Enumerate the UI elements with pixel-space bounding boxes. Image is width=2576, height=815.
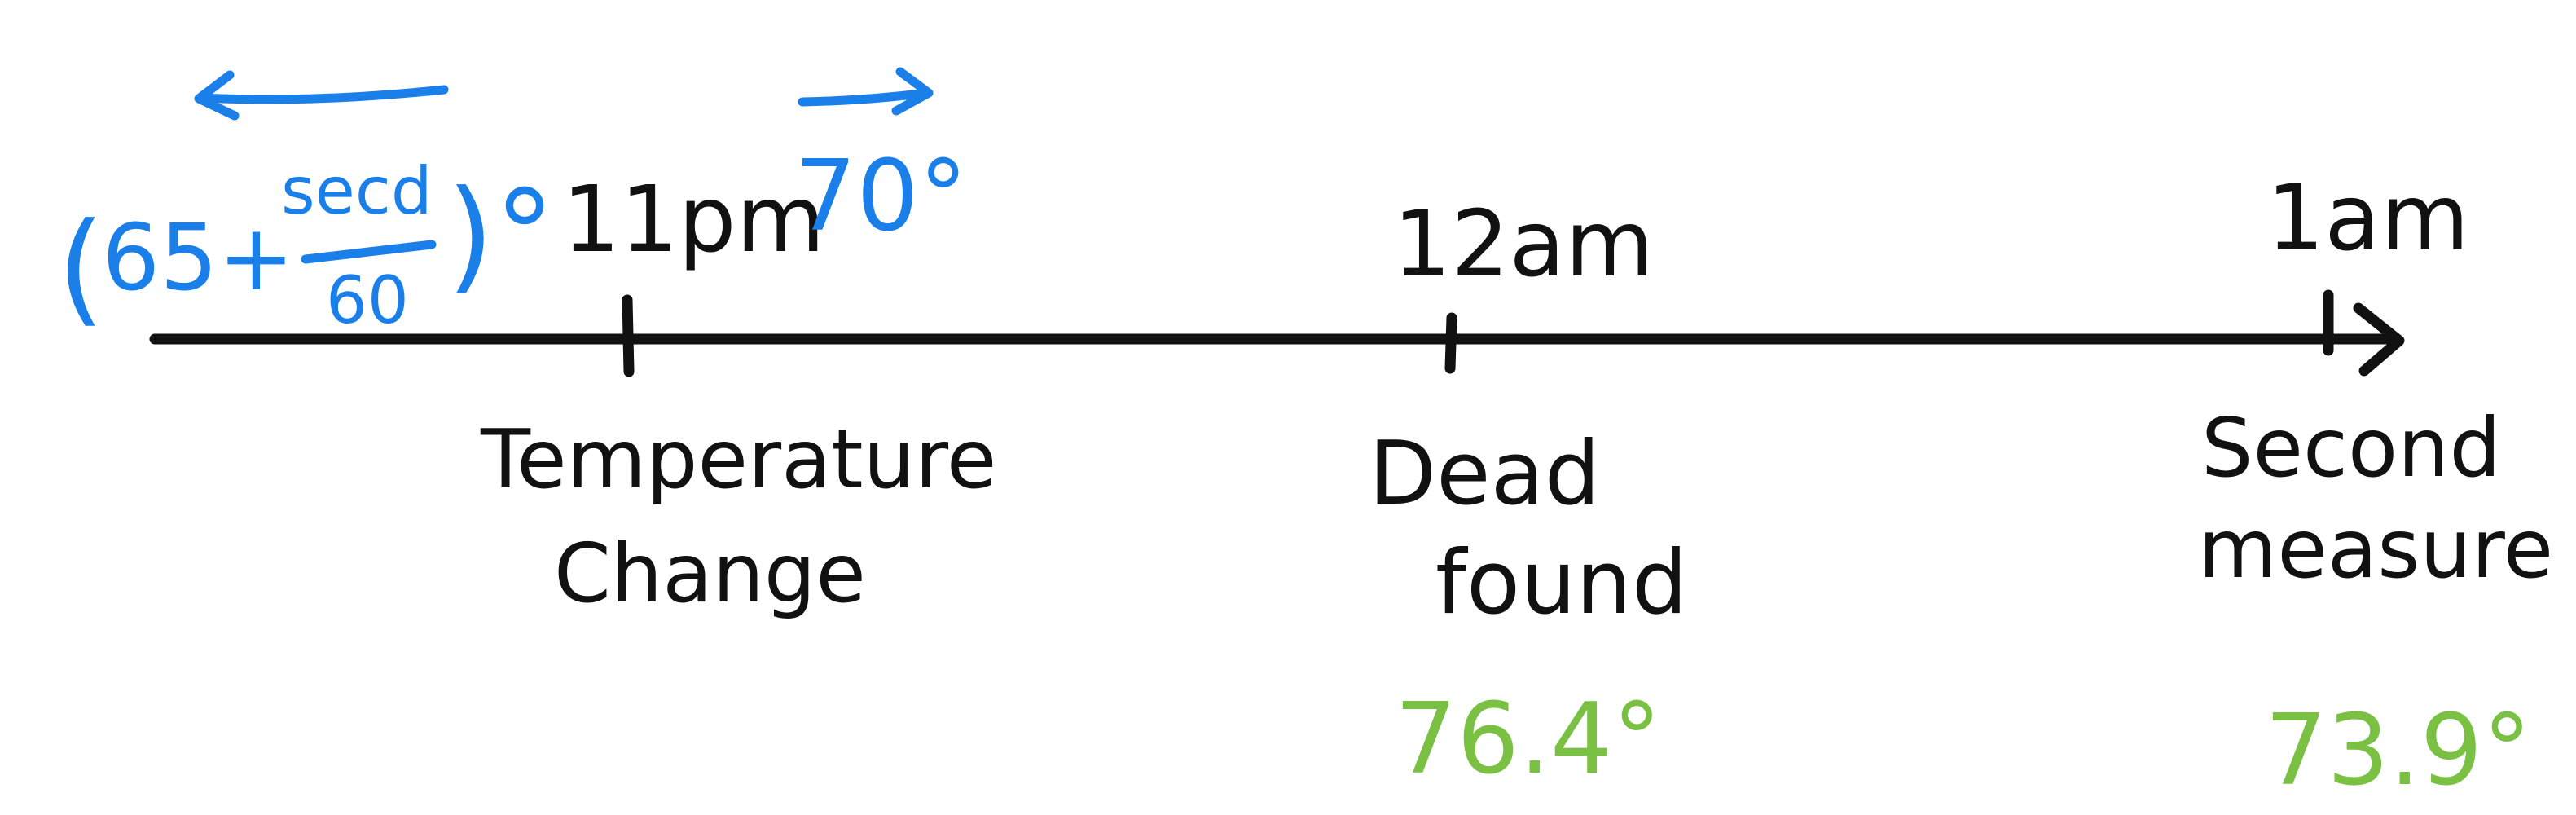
- before-close-paren: )°: [446, 165, 556, 306]
- temp-reading-12am: 76.4°: [1395, 683, 1661, 796]
- after-arrow: [798, 67, 934, 116]
- before-denominator: 60: [326, 262, 409, 338]
- after-label: 70°: [794, 140, 968, 253]
- timeline-arrowhead: [2353, 302, 2405, 377]
- before-expression: ( 65+ secd 60 )°: [57, 153, 556, 339]
- event-label-1am-line2: measure: [2198, 501, 2553, 597]
- tick-11pm: [622, 294, 635, 377]
- before-arrow: [194, 70, 449, 121]
- tick-12am: [1444, 312, 1457, 374]
- event-label-11pm-line1: Temperature: [480, 412, 996, 507]
- time-label-12am: 12am: [1393, 192, 1654, 297]
- time-label-11pm: 11pm: [562, 167, 825, 273]
- temp-reading-1am: 73.9°: [2265, 694, 2531, 808]
- event-label-11pm-line2: Change: [554, 526, 866, 621]
- time-label-1am: 1am: [2266, 165, 2469, 271]
- before-numerator: secd: [281, 153, 433, 229]
- before-open-paren: (: [57, 197, 105, 339]
- event-label-12am-line1: Dead: [1369, 423, 1600, 525]
- event-label-12am-line2: found: [1435, 532, 1688, 634]
- event-label-1am-line1: Second: [2201, 400, 2501, 496]
- before-prefix: 65+: [102, 205, 294, 311]
- fraction-bar: [301, 240, 437, 264]
